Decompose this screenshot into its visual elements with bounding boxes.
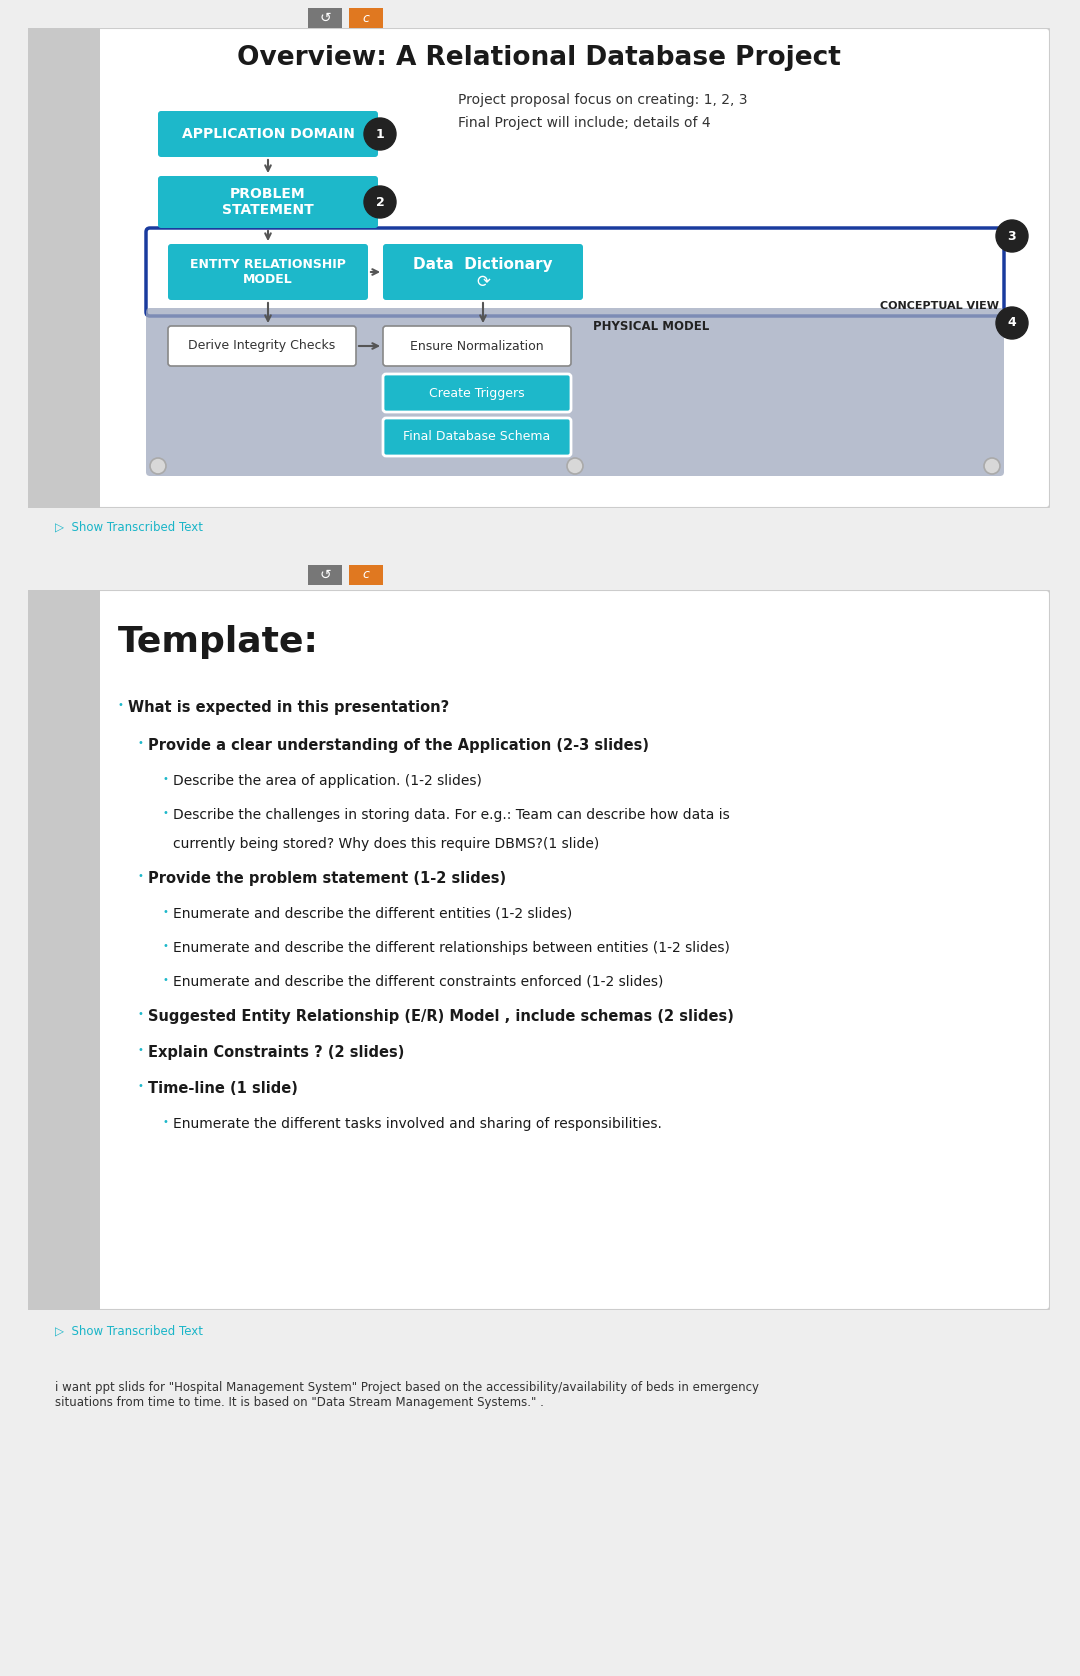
Bar <box>308 565 342 585</box>
Text: 3: 3 <box>1008 230 1016 243</box>
Text: •: • <box>137 1009 143 1019</box>
FancyBboxPatch shape <box>383 417 571 456</box>
Text: What is expected in this presentation?: What is expected in this presentation? <box>129 701 449 716</box>
FancyBboxPatch shape <box>168 327 356 365</box>
FancyBboxPatch shape <box>28 590 1050 1311</box>
Text: •: • <box>137 872 143 882</box>
Text: •: • <box>137 737 143 747</box>
FancyBboxPatch shape <box>28 28 100 508</box>
Text: APPLICATION DOMAIN: APPLICATION DOMAIN <box>181 127 354 141</box>
Text: PROBLEM
STATEMENT: PROBLEM STATEMENT <box>222 188 314 218</box>
Text: •: • <box>162 940 167 950</box>
Circle shape <box>996 307 1028 339</box>
Text: Create Triggers: Create Triggers <box>429 387 525 399</box>
Bar <box>349 8 383 28</box>
Text: c: c <box>363 568 369 582</box>
Text: Enumerate the different tasks involved and sharing of responsibilities.: Enumerate the different tasks involved a… <box>173 1116 662 1131</box>
Text: ⟳: ⟳ <box>476 273 490 292</box>
Text: i want ppt slids for "Hospital Management System" Project based on the accessibi: i want ppt slids for "Hospital Managemen… <box>55 1381 759 1410</box>
FancyBboxPatch shape <box>158 176 378 228</box>
Text: •: • <box>162 975 167 985</box>
Text: •: • <box>162 1116 167 1126</box>
Text: Describe the challenges in storing data. For e.g.: Team can describe how data is: Describe the challenges in storing data.… <box>173 808 730 821</box>
Bar <box>308 8 342 28</box>
Text: •: • <box>137 1044 143 1054</box>
FancyBboxPatch shape <box>146 308 1004 476</box>
FancyBboxPatch shape <box>383 374 571 412</box>
FancyBboxPatch shape <box>28 28 1050 508</box>
Text: Time-line (1 slide): Time-line (1 slide) <box>148 1081 298 1096</box>
Text: Provide the problem statement (1-2 slides): Provide the problem statement (1-2 slide… <box>148 872 507 887</box>
Text: ENTITY RELATIONSHIP
MODEL: ENTITY RELATIONSHIP MODEL <box>190 258 346 287</box>
Text: •: • <box>162 808 167 818</box>
FancyBboxPatch shape <box>28 590 100 1311</box>
Text: PHYSICAL MODEL: PHYSICAL MODEL <box>593 320 710 332</box>
FancyBboxPatch shape <box>383 327 571 365</box>
Text: Enumerate and describe the different constraints enforced (1-2 slides): Enumerate and describe the different con… <box>173 975 663 989</box>
Text: •: • <box>162 774 167 784</box>
Text: •: • <box>137 1081 143 1091</box>
Text: Final Database Schema: Final Database Schema <box>403 431 551 444</box>
Text: CONCEPTUAL VIEW: CONCEPTUAL VIEW <box>880 302 999 312</box>
Text: Project proposal focus on creating: 1, 2, 3: Project proposal focus on creating: 1, 2… <box>458 92 747 107</box>
FancyBboxPatch shape <box>383 245 583 300</box>
Circle shape <box>567 458 583 474</box>
Text: •: • <box>162 907 167 917</box>
Text: ▷  Show Transcribed Text: ▷ Show Transcribed Text <box>55 1324 203 1337</box>
Text: c: c <box>363 12 369 25</box>
Text: ▷  Show Transcribed Text: ▷ Show Transcribed Text <box>55 520 203 533</box>
Text: Ensure Normalization: Ensure Normalization <box>410 340 544 352</box>
Circle shape <box>364 186 396 218</box>
Text: Enumerate and describe the different entities (1-2 slides): Enumerate and describe the different ent… <box>173 907 572 920</box>
Circle shape <box>364 117 396 149</box>
Text: 1: 1 <box>376 127 384 141</box>
FancyBboxPatch shape <box>168 245 368 300</box>
Circle shape <box>984 458 1000 474</box>
Text: Template:: Template: <box>118 625 319 659</box>
FancyBboxPatch shape <box>146 228 1004 317</box>
Text: Final Project will include; details of 4: Final Project will include; details of 4 <box>458 116 711 131</box>
Text: Overview: A Relational Database Project: Overview: A Relational Database Project <box>238 45 841 70</box>
Text: currently being stored? Why does this require DBMS?(1 slide): currently being stored? Why does this re… <box>173 836 599 851</box>
Text: Enumerate and describe the different relationships between entities (1-2 slides): Enumerate and describe the different rel… <box>173 940 730 955</box>
Text: Explain Constraints ? (2 slides): Explain Constraints ? (2 slides) <box>148 1044 404 1059</box>
Text: 4: 4 <box>1008 317 1016 330</box>
Bar <box>349 565 383 585</box>
Text: Provide a clear understanding of the Application (2-3 slides): Provide a clear understanding of the App… <box>148 737 649 753</box>
Circle shape <box>150 458 166 474</box>
Text: •: • <box>117 701 123 711</box>
Circle shape <box>996 220 1028 251</box>
Text: Describe the area of application. (1-2 slides): Describe the area of application. (1-2 s… <box>173 774 482 788</box>
Text: Suggested Entity Relationship (E/R) Model , include schemas (2 slides): Suggested Entity Relationship (E/R) Mode… <box>148 1009 734 1024</box>
FancyBboxPatch shape <box>158 111 378 158</box>
Text: Derive Integrity Checks: Derive Integrity Checks <box>188 340 336 352</box>
Text: 2: 2 <box>376 196 384 208</box>
Text: ↺: ↺ <box>320 568 330 582</box>
Text: ↺: ↺ <box>320 12 330 25</box>
Text: Data  Dictionary: Data Dictionary <box>414 256 553 272</box>
